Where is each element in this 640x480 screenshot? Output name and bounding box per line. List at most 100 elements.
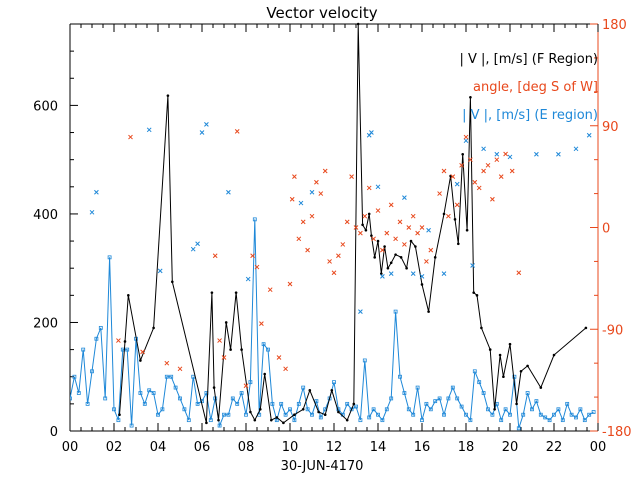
series-1 [116, 129, 522, 389]
data-point [427, 310, 430, 313]
data-point [336, 253, 341, 259]
data-point [441, 271, 447, 276]
data-point [486, 407, 490, 412]
data-point [226, 189, 231, 195]
data-point [222, 412, 226, 417]
data-point [118, 413, 121, 417]
data-point [173, 385, 178, 390]
data-point [318, 415, 323, 420]
x-tick-label: 06 [194, 440, 211, 455]
data-point [139, 359, 142, 362]
data-point [89, 209, 95, 215]
data-point [156, 412, 160, 417]
data-point [409, 239, 413, 243]
data-point [406, 225, 412, 230]
data-point [340, 242, 346, 247]
data-point [123, 340, 127, 343]
data-point [481, 168, 486, 174]
data-point [393, 236, 398, 242]
data-point [586, 132, 592, 138]
data-point [140, 349, 145, 355]
data-point [178, 396, 182, 401]
data-point [283, 412, 288, 417]
data-point [317, 410, 320, 414]
data-point [186, 418, 191, 423]
data-point [327, 259, 332, 264]
data-point [147, 388, 152, 393]
data-point [397, 219, 403, 225]
data-point [146, 127, 152, 133]
data-point [375, 184, 381, 190]
data-point [229, 348, 232, 351]
data-point [476, 185, 482, 191]
data-point [380, 418, 385, 423]
series-3 [89, 122, 592, 314]
data-point [499, 418, 504, 423]
data-point [276, 355, 282, 360]
data-point [164, 374, 169, 379]
data-point [481, 391, 486, 395]
data-point [516, 270, 522, 276]
data-point [76, 391, 81, 395]
data-point [164, 360, 170, 366]
data-point [503, 151, 508, 157]
data-point [301, 407, 305, 411]
data-point [353, 225, 359, 230]
data-point [437, 396, 442, 401]
x-tick-label: 00 [590, 440, 607, 455]
data-point [463, 134, 469, 140]
data-point [376, 239, 380, 243]
data-point [502, 375, 505, 379]
data-point [498, 353, 502, 357]
data-point [455, 396, 460, 401]
data-point [296, 236, 302, 242]
data-point [116, 338, 121, 343]
data-point [157, 268, 163, 274]
left-tick-label: 0 [50, 425, 58, 440]
series-layer [70, 22, 596, 431]
data-point [112, 407, 116, 412]
data-point [472, 179, 478, 185]
data-point [345, 401, 350, 406]
data-point [569, 412, 574, 417]
data-point [552, 412, 556, 417]
data-point [252, 217, 257, 222]
data-point [230, 396, 235, 401]
data-point [415, 230, 420, 236]
data-point [578, 407, 583, 412]
data-point [472, 291, 476, 294]
right-tick-label: -90 [602, 323, 623, 338]
data-point [224, 321, 228, 324]
data-point [442, 212, 446, 216]
data-point [270, 418, 273, 422]
data-point [234, 291, 238, 294]
data-point [208, 418, 213, 423]
data-point [415, 385, 420, 390]
data-point [289, 196, 295, 202]
data-point [250, 253, 255, 259]
data-point [358, 418, 363, 423]
data-point [521, 412, 526, 417]
data-point [490, 196, 495, 202]
x-tick-label: 08 [238, 440, 255, 455]
data-point [94, 189, 99, 195]
data-point [516, 426, 521, 431]
data-point [116, 418, 121, 423]
data-point [103, 396, 108, 401]
data-point [373, 256, 377, 259]
data-point [488, 348, 492, 351]
data-point [475, 294, 479, 297]
data-point [410, 271, 416, 276]
data-point [424, 259, 429, 264]
data-point [367, 212, 371, 216]
data-point [587, 412, 592, 417]
data-point [314, 179, 319, 185]
data-point [270, 401, 275, 406]
right-tick-label: 90 [602, 120, 619, 135]
data-point [539, 386, 543, 389]
data-point [356, 22, 360, 26]
right-tick-label: 0 [602, 222, 610, 237]
data-point [437, 191, 442, 196]
data-point [349, 407, 354, 412]
